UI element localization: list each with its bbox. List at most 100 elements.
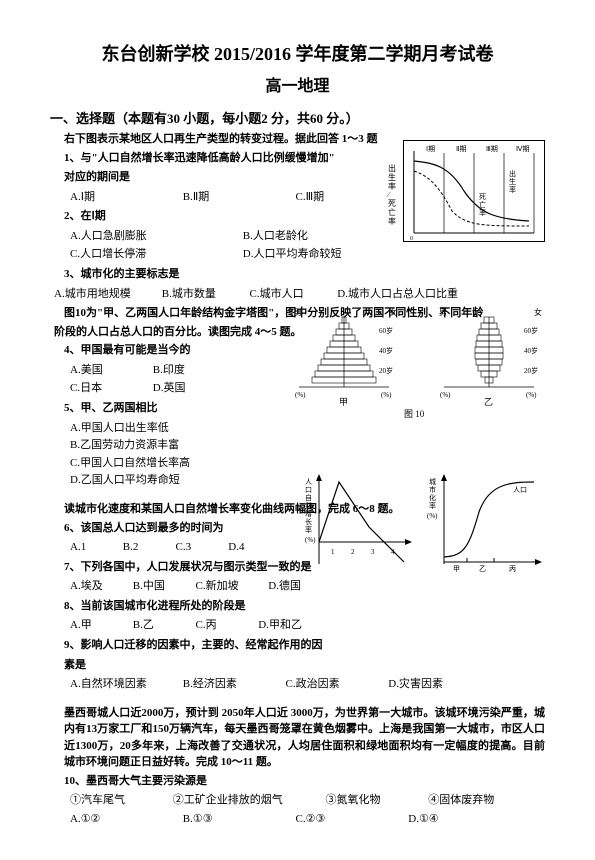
q2-opt-c[interactable]: C.人口增长停滞 (70, 246, 240, 264)
q3-opt-c[interactable]: C.城市人口 (250, 286, 335, 304)
q3-opt-d[interactable]: D.城市人口占总人口比重 (337, 286, 458, 304)
q10-stem: 10、墨西哥大气主要污染源是 (64, 773, 545, 791)
svg-text:率: 率 (429, 501, 436, 510)
svg-text:口: 口 (305, 486, 312, 494)
svg-text:20岁: 20岁 (524, 366, 538, 375)
q2-options-row2: C.人口增长停滞 D.人口平均寿命较短 (70, 246, 545, 264)
q7-opt-a[interactable]: A.埃及 (70, 578, 130, 596)
fig1-col1: Ⅰ期 (426, 145, 435, 153)
figure-lines: 1 2 3 4 人 口 自 然 增 长 率 (%) 人口 甲 乙 丙 城 市 化 (305, 472, 545, 572)
q3-options: A.城市用地规模 B.城市数量 C.城市人口 D.城市人口占总人口比重 (54, 286, 545, 304)
q9-stem-b: 素是 (64, 657, 545, 675)
svg-text:亡: 亡 (479, 200, 486, 209)
q3-opt-b[interactable]: B.城市数量 (162, 286, 247, 304)
q8-stem: 8、当前该国城市化进程所处的阶段是 (64, 598, 545, 616)
section-header: 一、选择题（本题有30 小题，每小题2 分，共60 分。） (50, 108, 545, 127)
q10-opt-b[interactable]: B.①③ (183, 811, 293, 829)
q6-opt-b[interactable]: B.2 (123, 539, 173, 557)
svg-text:化: 化 (429, 493, 436, 502)
q1-opt-b[interactable]: B.Ⅱ期 (183, 189, 293, 207)
svg-text:城: 城 (429, 478, 436, 486)
svg-text:女: 女 (389, 307, 397, 317)
q3-stem: 3、城市化的主要标志是 (64, 266, 545, 284)
svg-text:(%): (%) (427, 512, 438, 520)
q6-opt-c[interactable]: C.3 (176, 539, 226, 557)
q10-opt-a[interactable]: A.①② (70, 811, 180, 829)
q10-opt-c[interactable]: C.②③ (296, 811, 406, 829)
svg-text:长: 长 (305, 517, 312, 526)
svg-text:0: 0 (410, 236, 413, 241)
q10-items: ①汽车尾气 ②工矿企业排放的烟气 ③氮氧化物 ④固体废弃物 (70, 792, 545, 810)
fig1-col4: Ⅳ期 (516, 145, 529, 153)
q7-opt-b[interactable]: B.中国 (133, 578, 193, 596)
q3-opt-a[interactable]: A.城市用地规模 (54, 286, 159, 304)
q7-opt-d[interactable]: D.德国 (268, 578, 301, 596)
figure-1-transition: Ⅰ期 Ⅱ期 Ⅲ期 Ⅳ期 出 生 率 死 亡 率 0 出生率∕死亡率 (403, 140, 545, 242)
q2-opt-a[interactable]: A.人口急剧膨胀 (70, 228, 240, 246)
svg-text:市: 市 (429, 485, 436, 494)
svg-text:增: 增 (305, 509, 312, 518)
q10-item-1: ①汽车尾气 (70, 792, 170, 810)
svg-text:然: 然 (305, 501, 312, 510)
svg-text:4: 4 (391, 548, 395, 556)
svg-text:(%): (%) (440, 391, 451, 399)
svg-text:女: 女 (534, 307, 542, 317)
q9-options: A.自然环境因素 B.经济因素 C.政治因素 D.灾害因素 (70, 676, 545, 694)
q9-opt-b[interactable]: B.经济因素 (183, 676, 283, 694)
q4-opt-a[interactable]: A.美国 (70, 362, 150, 380)
q10-item-3: ③氮氧化物 (326, 792, 426, 810)
q10-opt-d[interactable]: D.①④ (408, 811, 438, 829)
q8-options: A.甲 B.乙 C.丙 D.甲和乙 (70, 617, 545, 635)
q5-opt-a[interactable]: A.甲国人口出生率低 (70, 420, 545, 438)
svg-text:40岁: 40岁 (524, 346, 538, 355)
q5-opt-c[interactable]: C.甲国人口自然增长率高 (70, 455, 545, 473)
q8-opt-a[interactable]: A.甲 (70, 617, 130, 635)
svg-text:甲: 甲 (453, 565, 460, 572)
q1-opt-a[interactable]: A.Ⅰ期 (70, 189, 180, 207)
q10-item-4: ④固体废弃物 (428, 792, 494, 810)
svg-text:男: 男 (294, 308, 302, 317)
svg-text:率: 率 (479, 208, 486, 217)
svg-text:60岁: 60岁 (524, 326, 538, 335)
q8-opt-d[interactable]: D.甲和乙 (258, 617, 302, 635)
svg-text:率: 率 (305, 525, 312, 534)
intro-4: 墨西哥城人口近2000万，预计到 2050年人口近 3000万，为世界第一大城市… (64, 705, 545, 771)
q8-opt-c[interactable]: C.丙 (196, 617, 256, 635)
svg-text:(%): (%) (305, 536, 316, 544)
svg-text:(%): (%) (295, 391, 306, 399)
svg-text:男: 男 (439, 308, 447, 317)
q6-opt-d[interactable]: D.4 (228, 539, 278, 557)
q2-opt-b[interactable]: B.人口老龄化 (243, 228, 413, 246)
svg-text:丙: 丙 (509, 565, 516, 572)
svg-text:自: 自 (305, 493, 312, 502)
svg-text:(%): (%) (381, 391, 392, 399)
svg-text:乙: 乙 (479, 565, 486, 572)
q7-options: A.埃及 B.中国 C.新加坡 D.德国 (70, 578, 545, 596)
q8-opt-b[interactable]: B.乙 (133, 617, 193, 635)
svg-text:死: 死 (479, 193, 486, 201)
q9-opt-a[interactable]: A.自然环境因素 (70, 676, 180, 694)
q2-opt-d[interactable]: D.人口平均寿命较短 (243, 246, 413, 264)
q7-opt-c[interactable]: C.新加坡 (196, 578, 266, 596)
svg-text:生: 生 (509, 177, 516, 186)
fig10-caption: 图 10 (404, 409, 425, 419)
svg-text:20岁: 20岁 (379, 366, 393, 375)
q6-opt-a[interactable]: A.1 (70, 539, 120, 557)
q4-opt-c[interactable]: C.日本 (70, 380, 150, 398)
q5-opt-b[interactable]: B.乙国劳动力资源丰富 (70, 437, 545, 455)
q9-opt-d[interactable]: D.灾害因素 (388, 676, 443, 694)
svg-text:乙: 乙 (484, 397, 493, 407)
page-title: 东台创新学校 2015/2016 学年度第二学期月考试卷 (50, 40, 545, 66)
fig1-ylabel: 出生率∕死亡率 (388, 165, 396, 227)
svg-text:率: 率 (509, 185, 516, 194)
svg-text:人: 人 (305, 478, 312, 486)
svg-text:40岁: 40岁 (379, 346, 393, 355)
q9-stem-a: 9、影响人口迁移的因素中，主要的、经常起作用的因 (64, 637, 545, 655)
q10-options: A.①② B.①③ C.②③ D.①④ (70, 811, 545, 829)
page-subtitle: 高一地理 (50, 72, 545, 96)
svg-text:甲: 甲 (339, 397, 348, 407)
svg-text:(%): (%) (526, 391, 537, 399)
q9-opt-c[interactable]: C.政治因素 (286, 676, 386, 694)
svg-text:3: 3 (371, 548, 375, 556)
svg-text:1: 1 (331, 548, 335, 556)
